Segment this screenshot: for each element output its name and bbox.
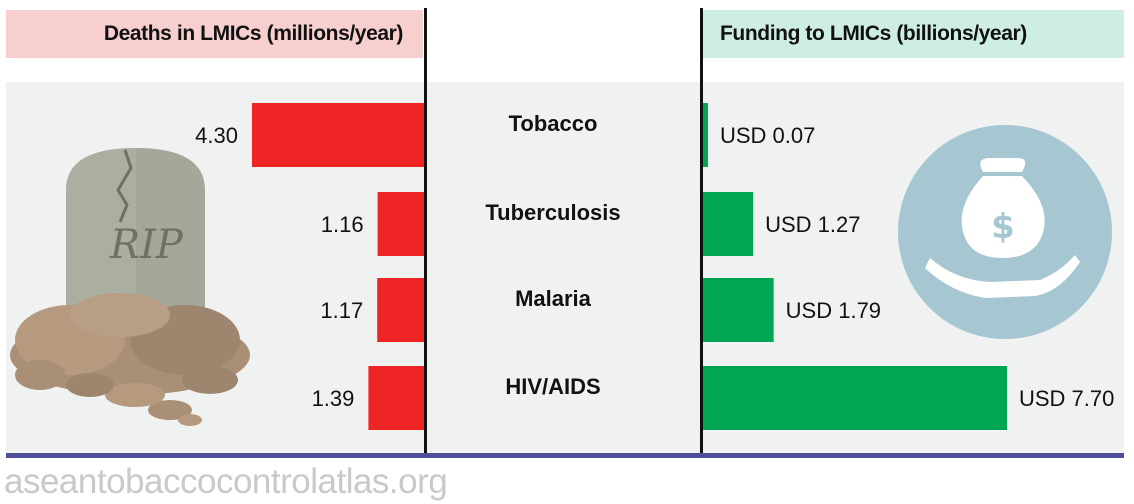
- deaths-value-label: 4.30: [195, 123, 238, 148]
- funding-value-label: USD 7.70: [1019, 386, 1114, 411]
- funding-header-label: Funding to LMICs (billions/year): [720, 22, 1027, 45]
- category-label: Malaria: [515, 286, 592, 311]
- left-divider: [424, 8, 427, 458]
- category-label: HIV/AIDS: [505, 374, 600, 399]
- category-labels-group: Tobacco Tuberculosis Malaria HIV/AIDS: [485, 111, 620, 399]
- deaths-bar: [377, 192, 424, 256]
- watermark-url: aseantobaccocontrolatlas.org: [4, 462, 448, 501]
- funding-bars-group: USD 0.07 USD 1.27 USD 1.79 USD 7.70: [703, 103, 1114, 430]
- funding-bar: [703, 366, 1007, 430]
- money-bag-hand-icon: $: [898, 125, 1112, 339]
- funding-value-label: USD 1.27: [765, 212, 860, 237]
- deaths-header: Deaths in LMICs (millions/year): [6, 10, 423, 58]
- category-label: Tuberculosis: [485, 200, 620, 225]
- deaths-value-label: 1.17: [320, 298, 363, 323]
- deaths-bars-group: 4.30 1.16 1.17 1.39: [195, 103, 424, 430]
- bottom-accent-line: [6, 453, 1124, 458]
- deaths-bar: [252, 103, 424, 167]
- deaths-bar: [377, 278, 424, 342]
- deaths-value-label: 1.16: [321, 212, 364, 237]
- right-divider: [700, 8, 703, 458]
- dollar-sign-icon: $: [991, 207, 1015, 247]
- tombstone-text: RIP: [109, 222, 184, 268]
- funding-value-label: USD 1.79: [786, 298, 881, 323]
- deaths-bar: [368, 366, 424, 430]
- funding-value-label: USD 0.07: [720, 123, 815, 148]
- funding-bar: [703, 278, 774, 342]
- funding-header: Funding to LMICs (billions/year): [702, 10, 1124, 58]
- tombstone-rip-icon: RIP: [10, 148, 250, 426]
- deaths-value-label: 1.39: [312, 386, 355, 411]
- funding-bar: [703, 103, 708, 167]
- deaths-header-label: Deaths in LMICs (millions/year): [103, 22, 404, 45]
- funding-bar: [703, 192, 754, 256]
- category-label: Tobacco: [509, 111, 598, 136]
